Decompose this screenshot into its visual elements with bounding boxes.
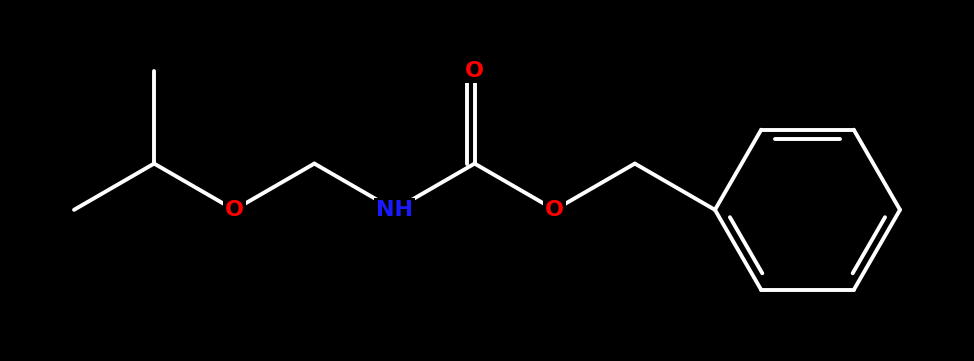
Text: O: O: [225, 200, 244, 220]
Text: O: O: [545, 200, 564, 220]
Text: NH: NH: [376, 200, 413, 220]
Text: O: O: [466, 61, 484, 81]
